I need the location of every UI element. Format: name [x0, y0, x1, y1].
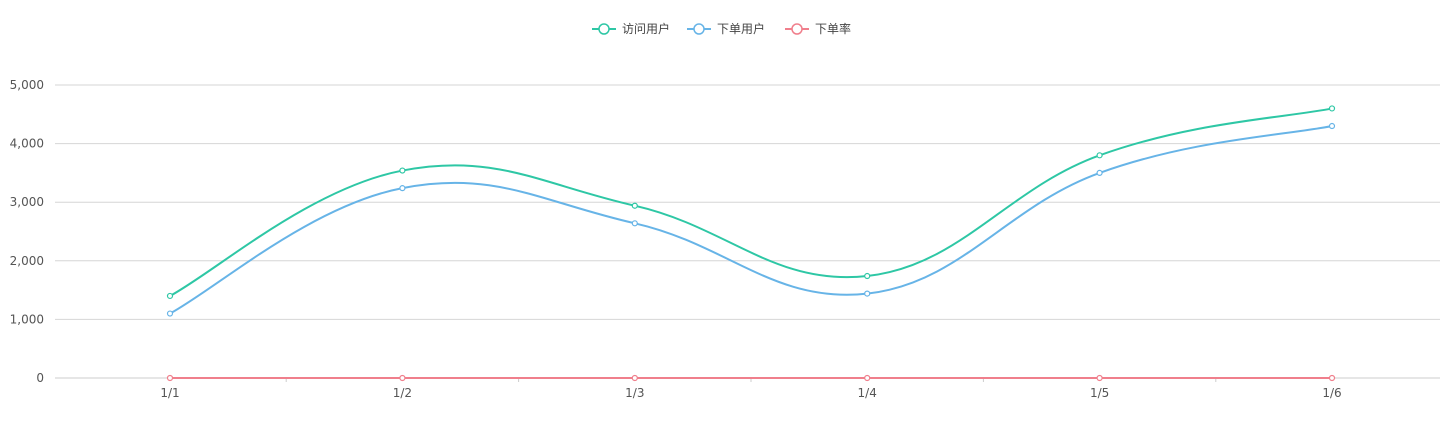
y-tick-label: 2,000 — [10, 254, 44, 268]
legend-marker-icon — [791, 23, 803, 35]
series-group — [166, 122, 1336, 317]
y-tick-label: 0 — [36, 371, 44, 385]
series-group — [166, 105, 1336, 300]
x-tick-label: 1/3 — [625, 386, 644, 400]
data-point[interactable] — [1096, 152, 1103, 159]
y-tick-label: 3,000 — [10, 195, 44, 209]
data-point[interactable] — [166, 374, 174, 382]
data-point[interactable] — [166, 292, 174, 300]
legend-label: 访问用户 — [622, 21, 670, 36]
data-point[interactable] — [631, 374, 638, 382]
data-point[interactable] — [166, 310, 174, 317]
x-tick-label: 1/2 — [393, 386, 412, 400]
legend-label: 下单率 — [815, 21, 851, 36]
data-point[interactable] — [864, 272, 871, 280]
x-tick-label: 1/5 — [1090, 386, 1109, 400]
data-point[interactable] — [1328, 105, 1336, 112]
data-point[interactable] — [631, 202, 638, 209]
grid-lines — [55, 84, 1440, 320]
data-point[interactable] — [1096, 169, 1103, 176]
y-axis-tick-labels: 0 1,000 2,000 3,000 4,000 5,000 — [10, 78, 44, 385]
legend-item[interactable]: 访问用户 — [592, 21, 670, 36]
data-point[interactable] — [399, 374, 406, 382]
legend-marker-icon — [598, 23, 610, 35]
data-point[interactable] — [1328, 374, 1336, 382]
legend-marker-icon — [693, 23, 705, 35]
legend-item[interactable]: 下单率 — [785, 21, 851, 36]
series-lines — [166, 105, 1336, 382]
series-line — [169, 107, 1333, 297]
series-group — [166, 374, 1336, 382]
data-point[interactable] — [864, 290, 871, 297]
x-tick-label: 1/1 — [160, 386, 179, 400]
y-tick-label: 1,000 — [10, 312, 44, 326]
data-point[interactable] — [399, 167, 406, 174]
data-point[interactable] — [1328, 122, 1336, 130]
legend[interactable]: 访问用户 下单用户 下单率 — [592, 21, 851, 36]
legend-label: 下单用户 — [717, 21, 765, 36]
legend-item[interactable]: 下单用户 — [687, 21, 765, 36]
series-line — [169, 125, 1333, 315]
data-point[interactable] — [399, 185, 406, 192]
data-point[interactable] — [631, 220, 638, 227]
data-point[interactable] — [864, 374, 871, 382]
y-tick-label: 5,000 — [10, 78, 44, 92]
y-tick-label: 4,000 — [10, 137, 44, 151]
x-tick-label: 1/6 — [1322, 386, 1341, 400]
x-tick-label: 1/4 — [858, 386, 877, 400]
data-point[interactable] — [1096, 374, 1103, 382]
x-axis-tick-labels: 1/1 1/2 1/3 1/4 1/5 1/6 — [160, 386, 1341, 400]
